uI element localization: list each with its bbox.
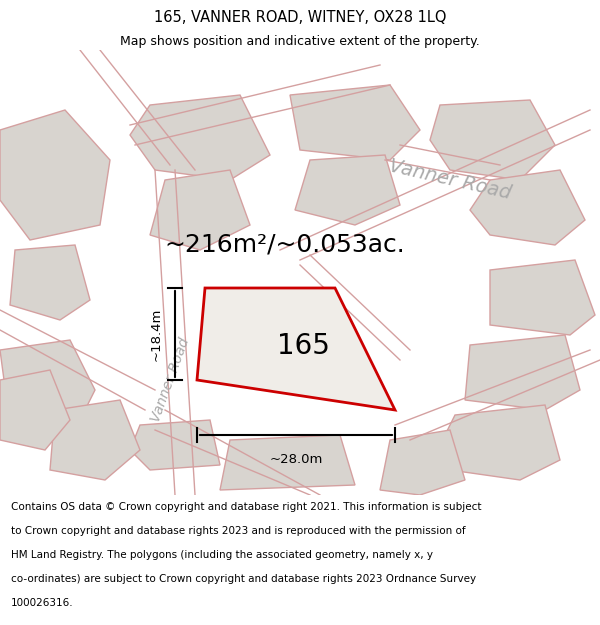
Polygon shape <box>470 170 585 245</box>
Polygon shape <box>197 288 395 410</box>
Text: co-ordinates) are subject to Crown copyright and database rights 2023 Ordnance S: co-ordinates) are subject to Crown copyr… <box>11 574 476 584</box>
Text: HM Land Registry. The polygons (including the associated geometry, namely x, y: HM Land Registry. The polygons (includin… <box>11 549 433 559</box>
Polygon shape <box>220 435 355 490</box>
Polygon shape <box>440 405 560 480</box>
Text: 165, VANNER ROAD, WITNEY, OX28 1LQ: 165, VANNER ROAD, WITNEY, OX28 1LQ <box>154 10 446 25</box>
Polygon shape <box>0 110 110 240</box>
Polygon shape <box>10 245 90 320</box>
Text: ~18.4m: ~18.4m <box>150 308 163 361</box>
Polygon shape <box>430 100 555 180</box>
Text: 100026316.: 100026316. <box>11 598 73 608</box>
Text: Map shows position and indicative extent of the property.: Map shows position and indicative extent… <box>120 35 480 48</box>
Text: to Crown copyright and database rights 2023 and is reproduced with the permissio: to Crown copyright and database rights 2… <box>11 526 466 536</box>
Text: ~216m²/~0.053ac.: ~216m²/~0.053ac. <box>164 233 406 257</box>
Polygon shape <box>295 155 400 225</box>
Polygon shape <box>380 430 465 495</box>
Polygon shape <box>150 170 250 250</box>
Text: Vanner Road: Vanner Road <box>148 336 192 424</box>
Text: Vanner Road: Vanner Road <box>387 157 513 203</box>
Polygon shape <box>0 340 95 430</box>
Polygon shape <box>130 420 220 470</box>
Polygon shape <box>130 95 270 180</box>
Text: 165: 165 <box>277 332 329 361</box>
Polygon shape <box>0 370 70 450</box>
Polygon shape <box>290 85 420 160</box>
Polygon shape <box>490 260 595 335</box>
Text: Contains OS data © Crown copyright and database right 2021. This information is : Contains OS data © Crown copyright and d… <box>11 501 481 511</box>
Polygon shape <box>50 400 140 480</box>
Polygon shape <box>465 335 580 410</box>
Text: ~28.0m: ~28.0m <box>269 453 323 466</box>
